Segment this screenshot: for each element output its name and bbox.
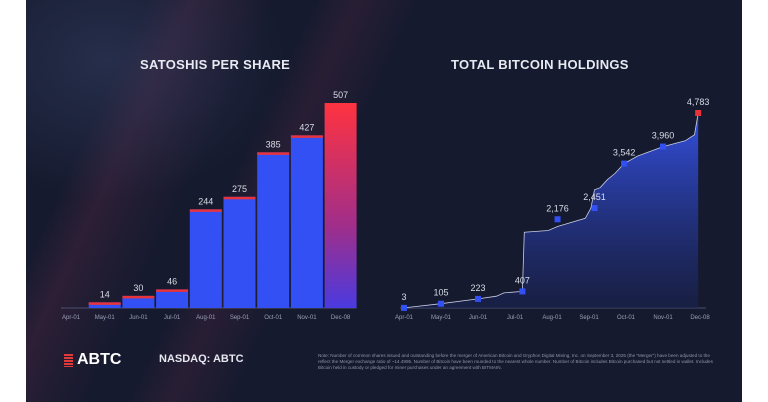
bar-value-label: 385 [266, 139, 281, 149]
slide: SATOSHIS PER SHARE TOTAL BITCOIN HOLDING… [26, 0, 742, 402]
bar-cap [88, 302, 121, 305]
logo-stripes-icon [64, 353, 73, 367]
bar-cap [223, 196, 256, 200]
bar-value-label: 275 [232, 184, 247, 194]
bar [88, 302, 121, 308]
holdings-marker [438, 300, 444, 307]
logo-text: ABTC [77, 351, 122, 368]
bar-value-label: 46 [167, 276, 177, 286]
abtc-logo: ABTC [64, 351, 121, 369]
bar-x-tick: Jun-01 [129, 315, 148, 321]
holdings-value-label: 2,176 [546, 203, 569, 213]
holdings-marker [591, 205, 598, 212]
bar-value-label: 507 [333, 90, 348, 100]
holdings-marker [475, 295, 481, 302]
charts-canvas: Apr-01 May-01 Jun-01 Jul-01 Aug-01 Sep-01 Oct-… [61, 90, 710, 321]
holdings-value-label: 407 [515, 275, 530, 285]
bar [257, 152, 290, 308]
holdings-line [403, 112, 699, 309]
bar-cap [257, 152, 290, 155]
holdings-marker [519, 288, 526, 295]
line-chart-title: TOTAL BITCOIN HOLDINGS [451, 57, 629, 72]
holdings-value-label: 2,451 [583, 192, 606, 202]
bar-chart-title: SATOSHIS PER SHARE [140, 57, 291, 72]
bar [122, 295, 155, 308]
holdings-value-label: 3,960 [652, 131, 675, 141]
holdings-marker [621, 160, 628, 167]
holdings-area [404, 113, 699, 308]
bar-value-label: 30 [133, 283, 143, 293]
holdings-value-label: 105 [433, 288, 448, 298]
bar-x-tick: Jul-01 [164, 315, 181, 321]
line-x-tick: May-01 [431, 315, 452, 321]
bar [189, 209, 222, 308]
bar-cap [122, 295, 155, 299]
line-x-tick: Dec-08 [690, 315, 710, 321]
bar [324, 103, 357, 308]
holdings-marker [695, 110, 702, 116]
ticker-label: NASDAQ: ABTC [159, 353, 244, 365]
holdings-value-label: 4,783 [687, 97, 710, 107]
line-x-tick: Aug-01 [542, 315, 562, 321]
bar-cap [189, 209, 222, 212]
bar-x-tick: Dec-08 [331, 315, 351, 321]
bar-x-tick: Apr-01 [62, 315, 81, 321]
bar-value-label: 244 [198, 196, 213, 206]
holdings-value-label: 3 [401, 292, 406, 302]
holdings-marker [401, 304, 407, 311]
bar-x-tick: Sep-01 [230, 315, 250, 321]
bar [290, 135, 323, 308]
holdings-value-label: 3,542 [613, 148, 636, 158]
bar [223, 196, 256, 308]
line-x-tick: Oct-01 [617, 315, 636, 321]
holdings-marker [554, 216, 561, 223]
bar-x-tick: Aug-01 [196, 315, 216, 321]
bar-value-label: 14 [100, 289, 110, 299]
line-x-tick: Apr-01 [395, 315, 414, 321]
bar-cap [156, 289, 189, 292]
bar-x-tick: May-01 [95, 315, 116, 321]
footnote: Note: Number of common shares issued and… [318, 353, 713, 370]
line-x-tick: Jun-01 [469, 315, 488, 321]
bar-x-tick: Oct-01 [264, 315, 283, 321]
holdings-marker [660, 143, 666, 150]
bar-value-label: 427 [299, 122, 314, 132]
bar [156, 289, 189, 308]
bar-x-tick: Nov-01 [297, 315, 317, 321]
line-x-tick: Sep-01 [579, 315, 599, 321]
holdings-value-label: 223 [470, 283, 485, 293]
line-x-tick: Nov-01 [653, 315, 673, 321]
line-x-tick: Jul-01 [507, 315, 524, 321]
bar-cap [290, 135, 323, 138]
